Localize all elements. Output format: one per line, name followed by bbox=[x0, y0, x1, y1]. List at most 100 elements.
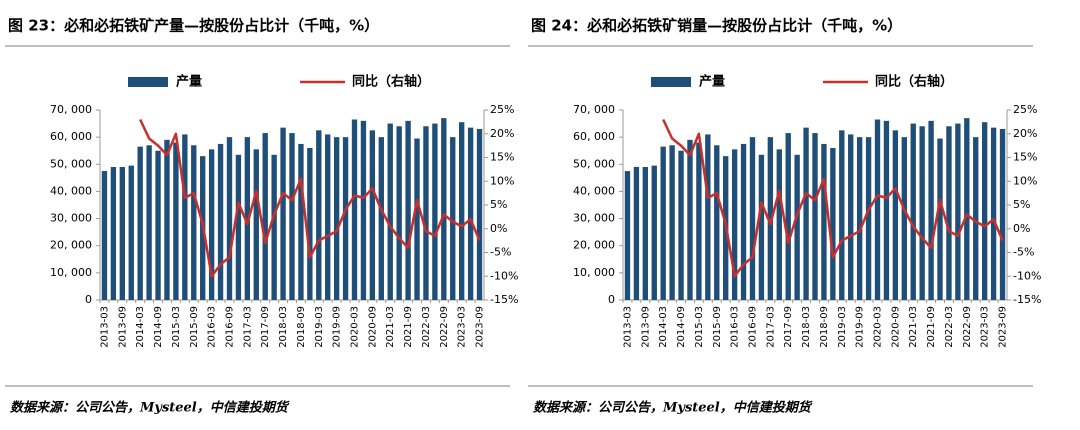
y2-tick-label: 10% bbox=[490, 174, 514, 187]
bar bbox=[785, 133, 791, 300]
bar bbox=[821, 143, 827, 300]
x-tick-label: 2016-09 bbox=[224, 306, 235, 348]
source: 数据来源：公司公告，Mysteel，中信建投期货 bbox=[533, 400, 813, 416]
x-tick-label: 2019-03 bbox=[314, 306, 325, 348]
y-tick-label: 70, 000 bbox=[50, 103, 92, 116]
bar bbox=[705, 134, 711, 300]
x-tick-label: 2019-09 bbox=[855, 306, 866, 348]
bar bbox=[110, 167, 117, 300]
x-tick-label: 2019-03 bbox=[837, 306, 848, 348]
bar bbox=[678, 150, 684, 300]
x-tick-label: 2013-03 bbox=[622, 306, 633, 348]
bar bbox=[467, 127, 474, 301]
bar bbox=[378, 137, 384, 300]
y-tick-label: 40, 000 bbox=[573, 184, 615, 197]
line bbox=[139, 118, 481, 278]
x-tick-label: 2021-09 bbox=[926, 306, 937, 348]
bar bbox=[119, 167, 126, 300]
x-tick-label: 2015-09 bbox=[189, 306, 200, 348]
y-tick-label: 0 bbox=[608, 293, 615, 306]
y2-tick-label: 20% bbox=[1013, 127, 1037, 140]
y2-tick-label: 15% bbox=[490, 151, 514, 164]
y-tick-label: 20, 000 bbox=[50, 239, 92, 252]
legend-label: 同比（右轴） bbox=[875, 74, 953, 90]
x-tick-label: 2021-03 bbox=[908, 306, 919, 348]
bar bbox=[441, 118, 447, 301]
y2-tick-label: -10% bbox=[1013, 269, 1041, 282]
x-tick-label: 2018-09 bbox=[819, 306, 830, 348]
bar bbox=[128, 165, 134, 300]
legend-swatch bbox=[651, 77, 691, 87]
bar bbox=[244, 137, 251, 300]
chart-title: 图 23：必和必拓铁矿产量—按股份占比计（千吨，%） bbox=[8, 17, 379, 35]
y2-tick-label: -10% bbox=[490, 269, 518, 282]
x-tick-label: 2014-09 bbox=[676, 306, 687, 348]
bar bbox=[803, 127, 809, 301]
bar bbox=[874, 119, 881, 300]
bar bbox=[182, 134, 188, 300]
bar bbox=[360, 120, 367, 300]
y2-tick-label: 25% bbox=[490, 103, 514, 116]
bar bbox=[883, 120, 890, 300]
bar bbox=[432, 123, 438, 300]
bar bbox=[253, 149, 259, 300]
bar bbox=[937, 138, 943, 300]
bar bbox=[669, 145, 675, 300]
bar bbox=[271, 154, 277, 300]
x-tick-label: 2020-09 bbox=[367, 306, 378, 348]
x-tick-label: 2014-03 bbox=[658, 306, 669, 348]
bar bbox=[731, 149, 738, 300]
bar bbox=[999, 129, 1006, 300]
bar bbox=[146, 145, 152, 300]
bar bbox=[856, 137, 863, 300]
bar bbox=[776, 149, 782, 300]
y-tick-label: 30, 000 bbox=[573, 212, 615, 225]
bar bbox=[892, 130, 899, 300]
bar bbox=[651, 165, 657, 300]
bar bbox=[450, 137, 456, 300]
bar bbox=[101, 171, 108, 300]
bar bbox=[990, 127, 997, 301]
line bbox=[662, 118, 1004, 278]
bar bbox=[235, 154, 242, 300]
y2-tick-label: -15% bbox=[490, 293, 518, 306]
bar bbox=[696, 142, 702, 300]
bar bbox=[901, 137, 907, 300]
bar bbox=[812, 133, 818, 300]
bar bbox=[740, 143, 747, 300]
bar bbox=[307, 148, 313, 300]
bar bbox=[633, 167, 640, 300]
bar bbox=[749, 137, 756, 300]
bar bbox=[865, 137, 872, 300]
x-tick-label: 2013-09 bbox=[640, 306, 651, 348]
bar bbox=[333, 137, 340, 300]
x-tick-label: 2022-09 bbox=[962, 306, 973, 348]
bar bbox=[191, 145, 197, 300]
bar bbox=[714, 145, 720, 300]
y2-tick-label: 25% bbox=[1013, 103, 1037, 116]
y-tick-label: 70, 000 bbox=[573, 103, 615, 116]
x-tick-label: 2023-03 bbox=[980, 306, 991, 348]
y-tick-label: 60, 000 bbox=[50, 130, 92, 143]
y-tick-label: 30, 000 bbox=[50, 212, 92, 225]
bar bbox=[396, 126, 402, 301]
bar bbox=[767, 137, 774, 300]
y-tick-label: 20, 000 bbox=[573, 239, 615, 252]
y2-tick-label: 0% bbox=[1013, 222, 1030, 235]
x-tick-label: 2013-09 bbox=[117, 306, 128, 348]
x-tick-label: 2020-03 bbox=[873, 306, 884, 348]
x-tick-label: 2018-03 bbox=[801, 306, 812, 348]
bar bbox=[208, 149, 215, 300]
x-tick-label: 2018-09 bbox=[296, 306, 307, 348]
y-tick-label: 0 bbox=[85, 293, 92, 306]
y-tick-label: 50, 000 bbox=[50, 157, 92, 170]
x-tick-label: 2020-09 bbox=[890, 306, 901, 348]
legend-swatch bbox=[128, 77, 168, 87]
bar bbox=[155, 150, 161, 300]
x-tick-label: 2018-03 bbox=[278, 306, 289, 348]
bar bbox=[325, 134, 331, 300]
x-tick-label: 2014-09 bbox=[153, 306, 164, 348]
bar bbox=[423, 126, 429, 301]
bar bbox=[316, 130, 322, 300]
